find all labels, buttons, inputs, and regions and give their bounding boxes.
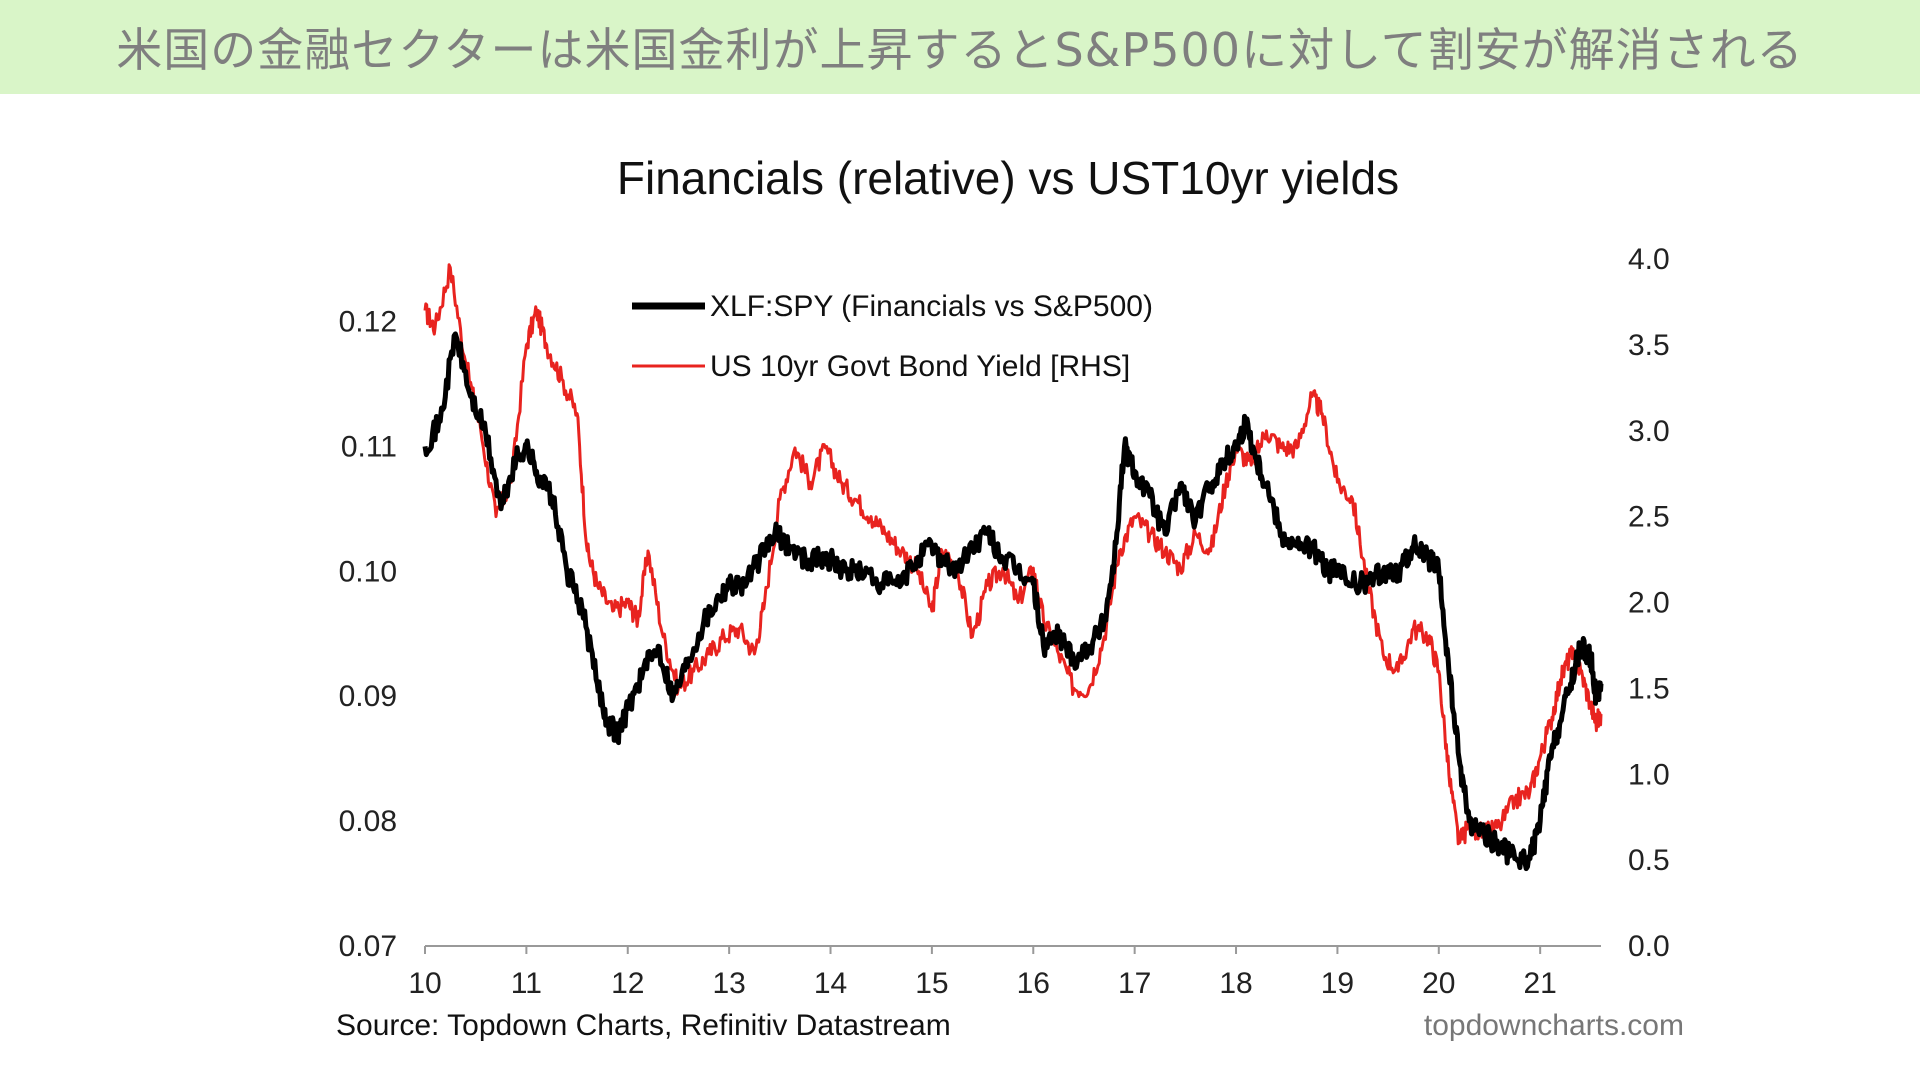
- series-line-xlf-spy: [422, 331, 1604, 872]
- y-right-tick-label: 4.0: [1628, 243, 1670, 276]
- legend-label-yield: US 10yr Govt Bond Yield [RHS]: [710, 350, 1130, 383]
- x-tick-label: 21: [1523, 967, 1556, 1000]
- y-left-tick-label: 0.09: [339, 680, 397, 713]
- brand-watermark: topdowncharts.com: [1424, 1009, 1684, 1042]
- x-tick-label: 16: [1017, 967, 1050, 1000]
- legend: XLF:SPY (Financials vs S&P500) US 10yr G…: [632, 290, 1153, 383]
- x-tick-label: 19: [1321, 967, 1354, 1000]
- x-tick-label: 14: [814, 967, 847, 1000]
- y-left-tick-label: 0.07: [339, 930, 397, 963]
- legend-label-xlf: XLF:SPY (Financials vs S&P500): [710, 290, 1153, 323]
- y-right-tick-label: 2.5: [1628, 501, 1670, 534]
- chart: Financials (relative) vs UST10yr yields …: [336, 152, 1684, 1042]
- y-right-tick-label: 1.0: [1628, 758, 1670, 791]
- headline-text: 米国の金融セクターは米国金利が上昇するとS&P500に対して割安が解消される: [116, 23, 1804, 77]
- y-right-tick-label: 2.0: [1628, 587, 1670, 620]
- x-tick-label: 12: [611, 967, 644, 1000]
- x-tick-label: 17: [1118, 967, 1151, 1000]
- y-right-tick-label: 0.0: [1628, 930, 1670, 963]
- series-line-us10yr-yield: [423, 263, 1603, 846]
- source-note: Source: Topdown Charts, Refinitiv Datast…: [336, 1009, 951, 1042]
- y-left-tick-label: 0.08: [339, 805, 397, 838]
- y-left-tick-label: 0.11: [341, 430, 397, 463]
- y-left-tick-label: 0.10: [339, 555, 397, 588]
- x-tick-label: 15: [915, 967, 948, 1000]
- y-right-tick-label: 3.0: [1628, 415, 1670, 448]
- x-tick-label: 11: [511, 967, 542, 1000]
- x-tick-label: 18: [1219, 967, 1252, 1000]
- y-right-tick-label: 0.5: [1628, 844, 1670, 877]
- chart-title: Financials (relative) vs UST10yr yields: [617, 152, 1399, 204]
- axes: 10 11 12 13 14 15 16 17 18 19 20 21 0.07 0.08 0.09 0.10…: [339, 243, 1670, 1000]
- x-tick-label: 13: [712, 967, 745, 1000]
- y-right-tick-label: 3.5: [1628, 329, 1670, 362]
- headline-banner: 米国の金融セクターは米国金利が上昇するとS&P500に対して割安が解消される: [0, 0, 1920, 94]
- x-tick-label: 20: [1422, 967, 1455, 1000]
- y-left-tick-label: 0.12: [339, 305, 397, 338]
- y-right-tick-label: 1.5: [1628, 672, 1670, 705]
- x-tick-label: 10: [408, 967, 441, 1000]
- series-layer: [422, 263, 1604, 872]
